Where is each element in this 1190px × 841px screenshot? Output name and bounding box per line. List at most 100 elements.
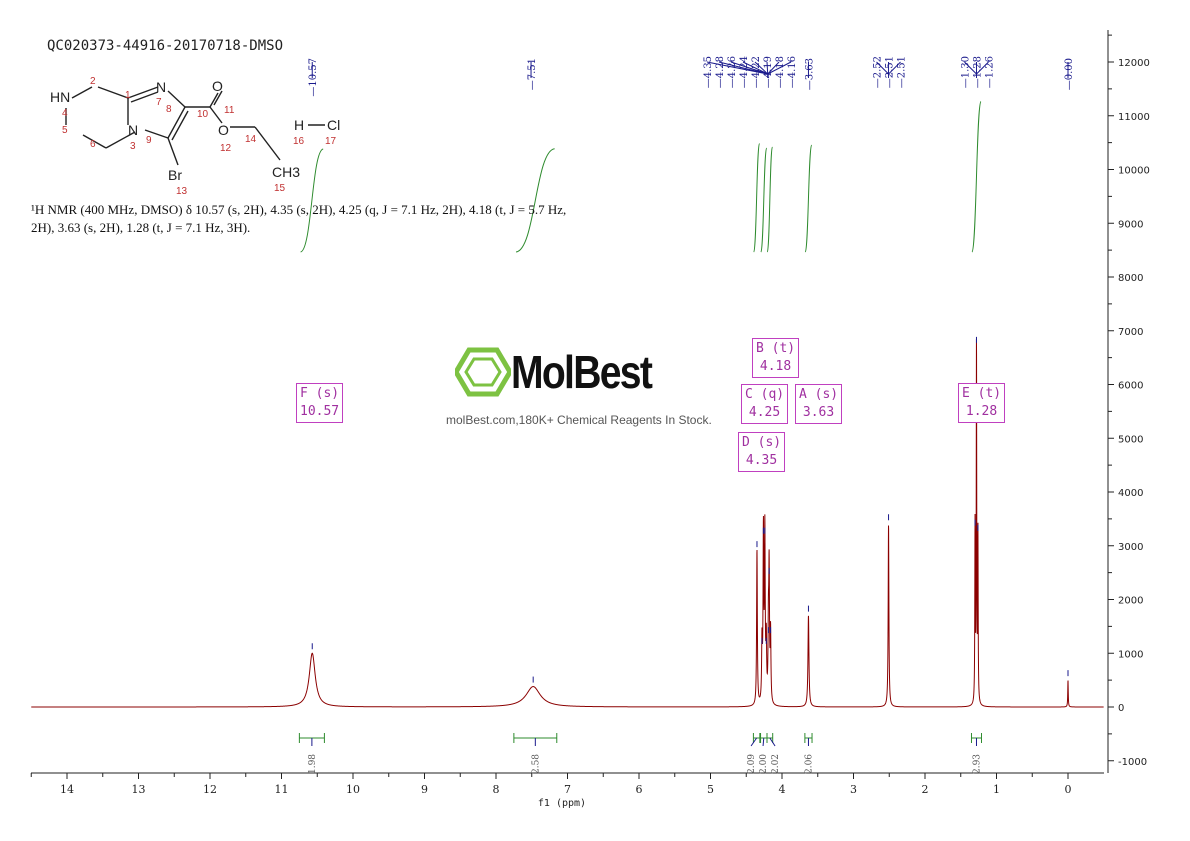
- multiplet-e: E (t) 1.28: [958, 383, 1006, 423]
- x-tick-label: 8: [493, 783, 500, 796]
- y-tick-label: -1000: [1118, 757, 1147, 768]
- x-axis-label: f1 (ppm): [538, 798, 586, 809]
- peak-connector: [730, 61, 768, 75]
- atom-number: 4: [62, 108, 68, 119]
- integral-value: 2.06: [804, 754, 814, 774]
- integral-stem: [769, 737, 776, 747]
- x-tick-label: 3: [850, 783, 857, 796]
- atom-number: 14: [245, 134, 257, 145]
- integral-curve: [971, 101, 982, 253]
- integral-curve: [753, 143, 761, 253]
- y-tick-label: 10000: [1118, 166, 1150, 177]
- y-tick-label: 9000: [1118, 219, 1143, 230]
- peak-label: —4.24: [739, 56, 750, 88]
- peak-label: —3.63: [804, 58, 815, 90]
- atom-number: 12: [220, 143, 232, 154]
- y-tick-label: 1000: [1118, 649, 1143, 660]
- peak-label: —7.51: [527, 58, 538, 90]
- atom-number: 2: [90, 76, 96, 87]
- y-tick-label: 12000: [1118, 58, 1150, 69]
- atom-number: 9: [146, 135, 152, 146]
- atom-n7: N: [156, 79, 166, 95]
- atom-o11: O: [212, 78, 223, 94]
- peak-connector: [964, 61, 977, 75]
- atom-number: 17: [325, 136, 337, 147]
- integral-curve: [300, 148, 324, 253]
- peak-label: —4.35: [703, 56, 714, 88]
- peak-label: —4.22: [751, 56, 762, 88]
- integral-curve: [804, 144, 813, 253]
- integral-stem: [762, 737, 765, 747]
- x-tick-label: 13: [132, 783, 146, 796]
- integral-value: 1.98: [308, 754, 318, 774]
- y-tick-label: 4000: [1118, 488, 1143, 499]
- atom-br: Br: [168, 167, 182, 183]
- x-tick-label: 0: [1065, 783, 1072, 796]
- atom-n3: N: [128, 122, 138, 138]
- x-tick-label: 2: [922, 783, 929, 796]
- peak-connector: [754, 61, 769, 75]
- experiment-title: QC020373-44916-20170718-DMSO: [47, 38, 284, 54]
- peak-label: —4.26: [727, 56, 738, 88]
- x-tick-label: 4: [779, 783, 786, 796]
- peak-connector: [742, 61, 768, 75]
- chemical-structure: HN N N O O Br CH3 H Cl 1 2 3 4 5 6 7 8 9…: [50, 76, 340, 197]
- spectrum-line: [31, 338, 1104, 708]
- atom-number: 13: [176, 186, 188, 197]
- x-tick-label: 7: [564, 783, 571, 796]
- integral-curve: [766, 146, 773, 253]
- atom-ch3: CH3: [272, 164, 300, 180]
- peak-connector: [976, 61, 989, 75]
- multiplet-b: B (t) 4.18: [752, 338, 800, 378]
- watermark-brand: MolBest: [511, 346, 653, 398]
- y-tick-label: 0: [1118, 703, 1124, 714]
- integral-stem: [750, 737, 758, 747]
- peak-label: —10.57: [308, 58, 319, 97]
- peak-connector: [888, 61, 901, 75]
- watermark: MolBest: [455, 345, 676, 399]
- integral-value: 2.09: [747, 754, 757, 774]
- multiplet-c: C (q) 4.25: [741, 384, 789, 424]
- molbest-logo-icon: [455, 347, 511, 397]
- multiplet-f: F (s) 10.57: [296, 383, 344, 423]
- y-tick-label: 7000: [1118, 327, 1143, 338]
- y-tick-label: 8000: [1118, 273, 1143, 284]
- peak-label: —0.00: [1064, 58, 1075, 90]
- peak-label: —4.19: [763, 56, 774, 88]
- atom-number: 10: [197, 109, 209, 120]
- multiplet-d: D (s) 4.35: [738, 432, 786, 472]
- atom-number: 5: [62, 125, 68, 136]
- atom-number: 11: [224, 105, 235, 116]
- peak-label: —2.52: [873, 56, 884, 88]
- integral-curve: [515, 148, 555, 253]
- x-tick-label: 1: [993, 783, 1000, 796]
- atom-hn: HN: [50, 89, 70, 105]
- integral-value: 2.00: [759, 754, 769, 774]
- peak-label: —4.16: [787, 56, 798, 88]
- atom-number: 1: [125, 90, 131, 101]
- y-tick-label: 6000: [1118, 381, 1143, 392]
- y-tick-label: 2000: [1118, 596, 1143, 607]
- peak-connector: [767, 61, 780, 75]
- x-tick-label: 11: [275, 783, 289, 796]
- peak-connector: [766, 61, 769, 75]
- peak-label: —2.51: [897, 56, 908, 88]
- atom-number: 15: [274, 183, 286, 194]
- peak-label: —4.28: [715, 56, 726, 88]
- peak-label: —4.18: [775, 56, 786, 88]
- atom-number: 8: [166, 104, 172, 115]
- peak-label: —1.26: [984, 56, 995, 88]
- y-tick-label: 3000: [1118, 542, 1143, 553]
- nmr-description: ¹H NMR (400 MHz, DMSO) δ 10.57 (s, 2H), …: [31, 202, 567, 235]
- integral-value: 2.93: [972, 754, 982, 774]
- atom-h: H: [294, 117, 304, 133]
- x-tick-label: 12: [203, 783, 217, 796]
- x-tick-label: 10: [346, 783, 360, 796]
- multiplet-a: A (s) 3.63: [795, 384, 843, 424]
- atom-cl: Cl: [327, 117, 340, 133]
- integral-value: 2.58: [531, 754, 541, 774]
- watermark-tagline: molBest.com,180K+ Chemical Reagents In S…: [446, 413, 712, 427]
- atom-number: 7: [156, 97, 162, 108]
